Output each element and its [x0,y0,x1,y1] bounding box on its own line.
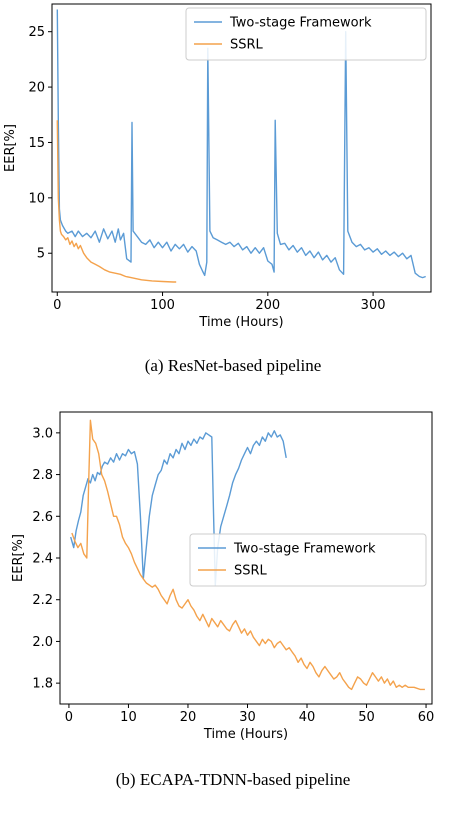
chart-ecapa-xtick-label-6: 60 [418,710,435,725]
chart-ecapa-ytick-label-5: 2.8 [32,468,53,483]
chart-resnet-legend [185,7,427,61]
chart-resnet-series-line-two-stage [56,9,426,279]
chart-ecapa-series-line-ssrl [71,419,425,691]
chart-ecapa-xtick-label-2: 20 [180,710,197,725]
chart-resnet-xtick-label-3: 300 [361,298,386,313]
chart-resnet-ytick-label-1: 10 [28,191,45,206]
chart-ecapa-xtick-label-1: 10 [120,710,137,725]
chart-ecapa-legend-label-1: SSRL [234,564,268,579]
chart-resnet-xtick-label-1: 100 [150,298,175,313]
chart-ecapa-legend-label-0: Two-stage Framework [233,542,376,557]
chart-ecapa-ytick-label-2: 2.2 [32,593,53,608]
chart-ecapa-xlabel: Time (Hours) [203,727,288,742]
chart-ecapa-ytick-label-3: 2.4 [32,552,53,567]
chart-ecapa-ylabel: EER[%] [11,534,26,582]
caption-ecapa: (b) ECAPA-TDNN-based pipeline [115,770,351,789]
chart-ecapa-ytick-label-4: 2.6 [32,510,53,525]
chart-ecapa-xtick-label-4: 40 [299,710,316,725]
chart-ecapa-xtick-label-5: 50 [358,710,375,725]
chart-resnet-xlabel: Time (Hours) [198,315,283,330]
chart-resnet-ytick-label-4: 25 [28,25,45,40]
chart-resnet-xtick-label-2: 200 [255,298,280,313]
chart-ecapa: 0 10 20 30 40 50 60 1.8 2.0 2.2 2.4 2.6 2.8 3.0 Time (… [0,408,466,760]
chart-ecapa-xtick-label-3: 30 [239,710,256,725]
chart-resnet-series-line-ssrl [56,120,177,283]
chart-ecapa-xtick-label-0: 0 [65,710,73,725]
chart-resnet-ytick-label-3: 20 [28,81,45,96]
chart-ecapa-ytick-label-6: 3.0 [32,426,53,441]
chart-ecapa-svg: 0 10 20 30 40 50 60 1.8 2.0 2.2 2.4 2.6 2.8 3.0 Time (… [11,411,435,742]
chart-resnet: 0 100 200 300 5 10 15 20 25 Time (Hours) EER[%] Two… [0,0,466,345]
chart-resnet-axes-frame [51,3,432,293]
chart-ecapa-ytick-label-1: 2.0 [32,635,53,650]
chart-resnet-ytick-label-2: 15 [28,136,45,151]
chart-resnet-legend-label-1: SSRL [230,38,264,53]
chart-resnet-ylabel: EER[%] [3,124,18,172]
caption-resnet: (a) ResNet-based pipeline [144,356,322,375]
chart-ecapa-legend [189,533,427,587]
chart-resnet-legend-label-0: Two-stage Framework [229,16,372,31]
chart-ecapa-ytick-label-0: 1.8 [32,677,53,692]
chart-resnet-ytick-label-0: 5 [37,247,45,262]
chart-resnet-xtick-label-0: 0 [53,298,61,313]
chart-resnet-svg: 0 100 200 300 5 10 15 20 25 Time (Hours) EER[%] Two… [3,3,432,330]
